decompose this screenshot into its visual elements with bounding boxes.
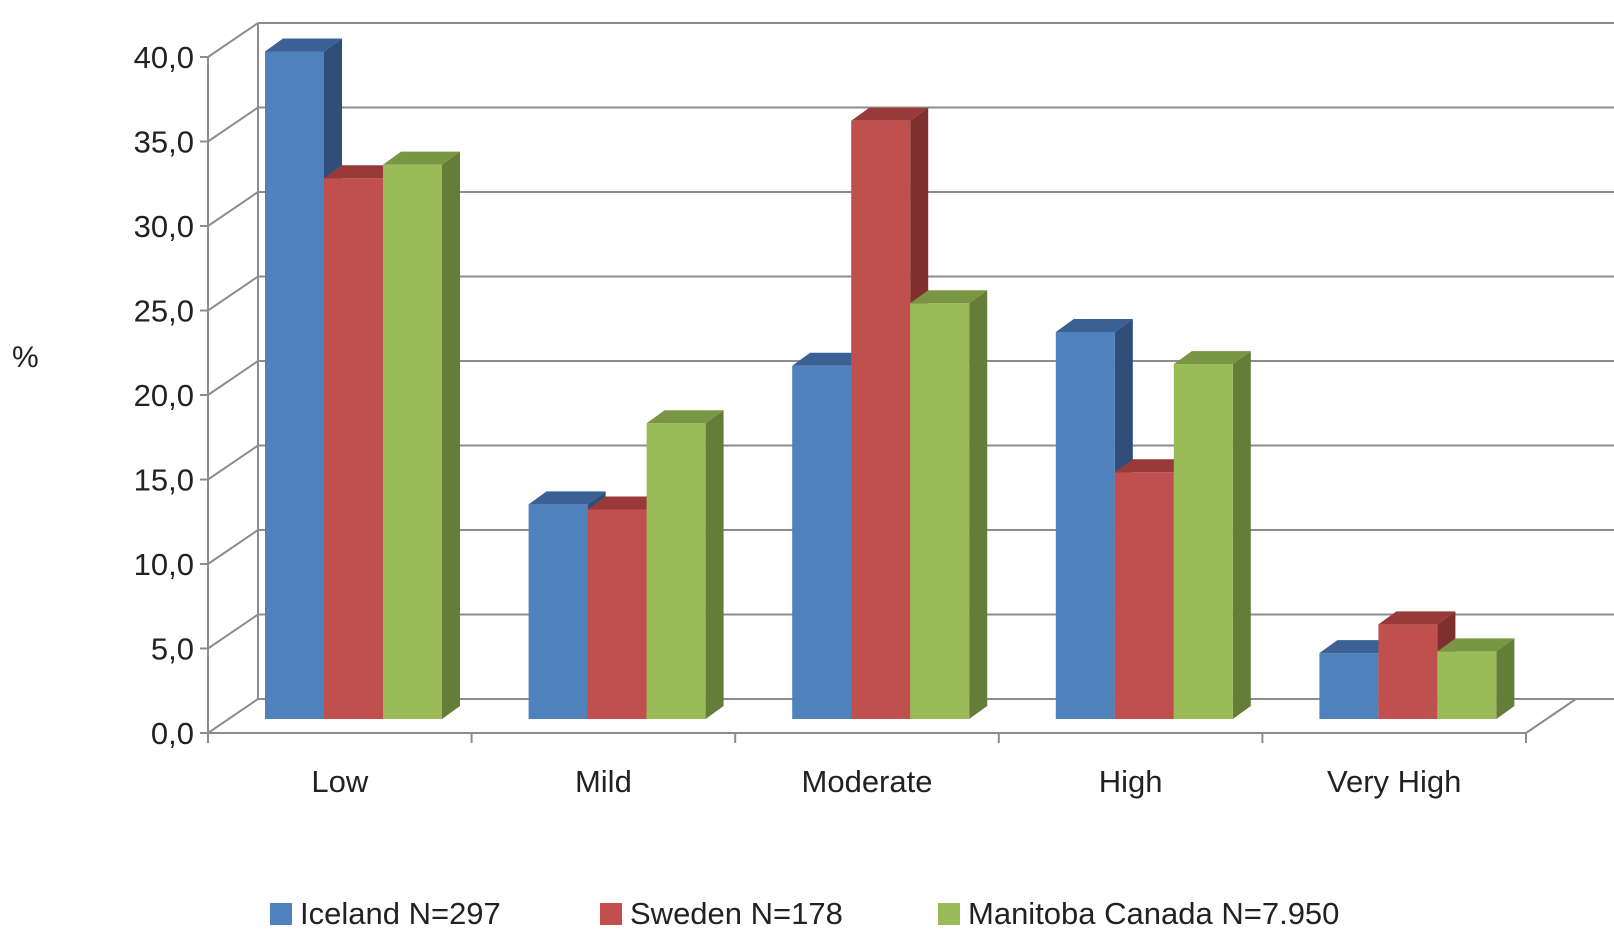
gridline-left-7 (207, 106, 259, 143)
y-tick-label-5: 25,0 (134, 294, 194, 329)
gridline-left-0 (207, 698, 259, 734)
bar-moderate-2 (910, 290, 988, 719)
floor-right-edge (1525, 698, 1577, 734)
bar-top (1378, 611, 1456, 625)
bar-top (1437, 638, 1515, 652)
y-tick-label-8: 40,0 (134, 40, 194, 75)
bar-front (792, 365, 852, 719)
bar-top (528, 491, 606, 505)
bar-top (910, 290, 988, 304)
bar-top (587, 496, 665, 510)
gridline-left-3 (207, 444, 259, 481)
bar-front (265, 51, 324, 719)
bar-side (969, 290, 988, 719)
x-axis (207, 732, 1527, 743)
y-tick-label-3: 15,0 (134, 463, 194, 498)
y-tick-label-4: 20,0 (134, 378, 194, 413)
category-label-2: Moderate (802, 764, 933, 799)
y-tick-label-6: 30,0 (134, 209, 194, 244)
bar-side (705, 410, 724, 719)
bar-top (1114, 459, 1192, 473)
bar-very-high-2 (1437, 638, 1515, 719)
bar-side (442, 151, 460, 719)
bar-top (324, 165, 401, 179)
y-axis: 0,0 5,0 10,0 15,0 20,0 25,0 30,0 35,0 40,0 (134, 40, 209, 751)
bar-front (528, 504, 588, 719)
category-label-0: Low (311, 764, 368, 799)
bar-top (792, 352, 870, 366)
legend-swatch-0 (270, 903, 292, 925)
bar-high-1 (1114, 459, 1192, 719)
bar-front (1437, 651, 1497, 719)
bar-top (1055, 318, 1133, 332)
legend-swatch-1 (600, 903, 622, 925)
bar-top (1319, 640, 1397, 654)
y-tick-label-0: 0,0 (151, 716, 194, 751)
legend-label-2: Manitoba Canada N=7.950 (968, 896, 1339, 931)
legend: Iceland N=297 Sweden N=178 Manitoba Canada… (270, 896, 1339, 931)
legend-label-1: Sweden N=178 (630, 896, 843, 931)
bar-top (851, 107, 929, 121)
category-label-4: Very High (1327, 764, 1461, 799)
y-tick-label-7: 35,0 (134, 125, 194, 160)
category-label-3: High (1099, 764, 1163, 799)
bar-top (383, 151, 460, 165)
bar-top (646, 410, 724, 424)
y-tick-label-1: 5,0 (151, 632, 194, 667)
gridline-left-8 (207, 22, 259, 58)
gridline-left-5 (207, 275, 259, 312)
bar-front (1319, 653, 1379, 719)
bar-front (1114, 472, 1174, 719)
bar-side (1496, 638, 1515, 719)
bar-front (851, 120, 911, 720)
y-tick-label-2: 10,0 (134, 547, 194, 582)
bar-front (1378, 624, 1438, 719)
legend-swatch-2 (938, 903, 960, 925)
bar-low-2 (383, 151, 460, 719)
bar-side (1232, 351, 1251, 719)
gridline-left-6 (207, 191, 259, 227)
bar-front (383, 164, 442, 719)
category-label-1: Mild (575, 764, 632, 799)
bar-front (646, 423, 706, 719)
bar-front (1055, 331, 1115, 719)
bar-top (1173, 351, 1251, 365)
bars (265, 38, 1515, 720)
bar-high-2 (1173, 351, 1251, 719)
bar-front (910, 303, 970, 719)
gridline-left-1 (207, 613, 259, 650)
bar-mild-2 (646, 410, 724, 719)
category-labels: Low Mild Moderate High Very High (311, 764, 1461, 799)
legend-label-0: Iceland N=297 (300, 896, 501, 931)
bar-front (1173, 364, 1233, 719)
bar-front (587, 509, 647, 719)
gridline-left-2 (207, 529, 259, 565)
bar-front (324, 178, 383, 719)
bar-top (265, 38, 342, 52)
y-axis-label: % (12, 341, 39, 374)
gridline-left-4 (207, 360, 259, 396)
